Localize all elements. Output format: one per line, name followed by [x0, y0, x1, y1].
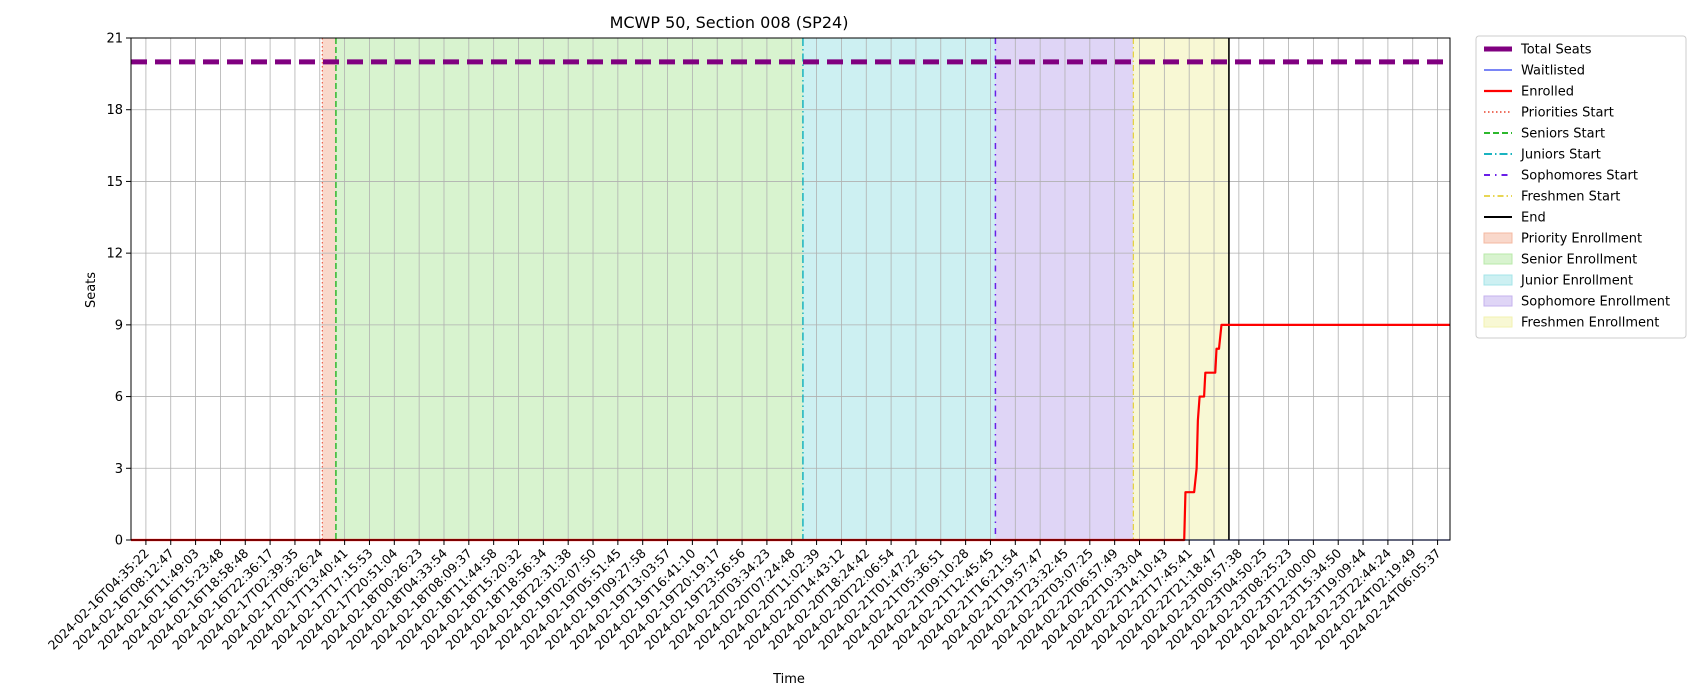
legend-label-priorities-start: Priorities Start: [1521, 106, 1614, 121]
legend-label-freshmen-start: Freshmen Start: [1521, 190, 1620, 205]
y-tick-label: 3: [115, 462, 123, 477]
period-sophomore-enrollment: [995, 38, 1134, 540]
series-enrolled-line: [131, 323, 1450, 542]
y-tick-label: 18: [106, 103, 123, 118]
legend-label-sophomores-start: Sophomores Start: [1521, 169, 1638, 184]
plot-area: 0369121518212024-02-16T04:35:222024-02-1…: [45, 32, 1451, 653]
legend-swatch-sophomore-enrollment: [1483, 295, 1513, 307]
legend-label-senior-enrollment: Senior Enrollment: [1521, 253, 1637, 268]
period-junior-enrollment: [802, 38, 996, 540]
legend-label-enrolled: Enrolled: [1521, 85, 1574, 100]
legend-label-waitlisted: Waitlisted: [1521, 64, 1585, 79]
y-tick-label: 21: [106, 32, 123, 47]
chart-legend: Total Seats Waitlisted Enrolled Priorities …: [1475, 35, 1687, 339]
legend-label-junior-enrollment: Junior Enrollment: [1520, 274, 1633, 289]
legend-label-juniors-start: Juniors Start: [1520, 148, 1601, 163]
axes-frame: [130, 37, 1451, 541]
y-tick-label: 9: [115, 318, 123, 333]
legend-label-priority-enrollment: Priority Enrollment: [1521, 232, 1642, 247]
legend-label-total-seats: Total Seats: [1520, 43, 1592, 58]
period-senior-enrollment: [335, 38, 803, 540]
legend-box: [1475, 35, 1687, 339]
legend-label-sophomore-enrollment: Sophomore Enrollment: [1521, 295, 1670, 310]
y-tick-label: 12: [106, 247, 123, 262]
legend-swatch-senior-enrollment: [1483, 253, 1513, 265]
legend-label-end: End: [1521, 211, 1546, 226]
y-axis-label: Seats: [84, 272, 99, 308]
legend-label-seniors-start: Seniors Start: [1521, 127, 1605, 142]
y-tick-label: 15: [106, 175, 123, 190]
y-tick-label: 6: [115, 390, 123, 405]
legend-label-freshmen-enrollment: Freshmen Enrollment: [1521, 316, 1659, 331]
legend-swatch-freshmen-enrollment: [1483, 316, 1513, 328]
period-priority-enrollment: [322, 38, 336, 540]
chart-title: MCWP 50, Section 008 (SP24): [610, 13, 849, 32]
x-axis-label: Time: [772, 672, 805, 687]
legend-swatch-priority-enrollment: [1483, 232, 1513, 244]
legend-swatch-junior-enrollment: [1483, 274, 1513, 286]
period-freshmen-enrollment: [1133, 38, 1229, 540]
y-tick-label: 0: [115, 534, 123, 549]
